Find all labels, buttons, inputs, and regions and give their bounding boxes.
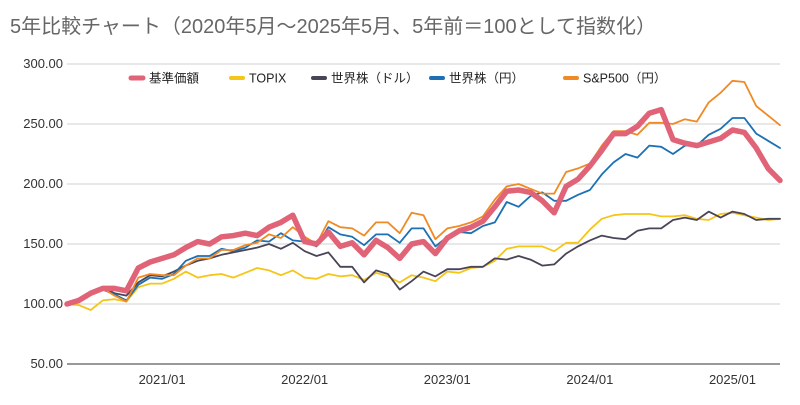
series-line-2 (66, 210, 781, 305)
chart-title: 5年比較チャート（2020年5月〜2025年5月、5年前＝100として指数化） (10, 16, 657, 38)
series-line-3 (66, 117, 781, 305)
x-tick-label: 2022/01 (281, 372, 328, 387)
legend-label: 世界株（ドル） (331, 71, 419, 86)
y-tick-label: 150.00 (23, 236, 63, 251)
x-tick-label: 2024/01 (566, 372, 613, 387)
legend-label: TOPIX (249, 72, 287, 86)
y-tick-label: 300.00 (23, 56, 63, 71)
x-tick-label: 2025/01 (709, 372, 756, 387)
series-line-0 (64, 106, 783, 307)
x-tick-label: 2021/01 (139, 372, 186, 387)
series-line-4 (66, 79, 781, 305)
y-tick-label: 50.00 (30, 356, 63, 371)
legend-label: 基準価額 (149, 71, 200, 86)
legend-label: 世界株（円） (449, 71, 524, 86)
y-tick-label: 250.00 (23, 116, 63, 131)
x-tick-label: 2023/01 (424, 372, 471, 387)
y-tick-label: 100.00 (23, 296, 63, 311)
legend-label: S&P500（円） (583, 72, 666, 86)
y-tick-label: 200.00 (23, 176, 63, 191)
series-line-1 (66, 211, 781, 311)
